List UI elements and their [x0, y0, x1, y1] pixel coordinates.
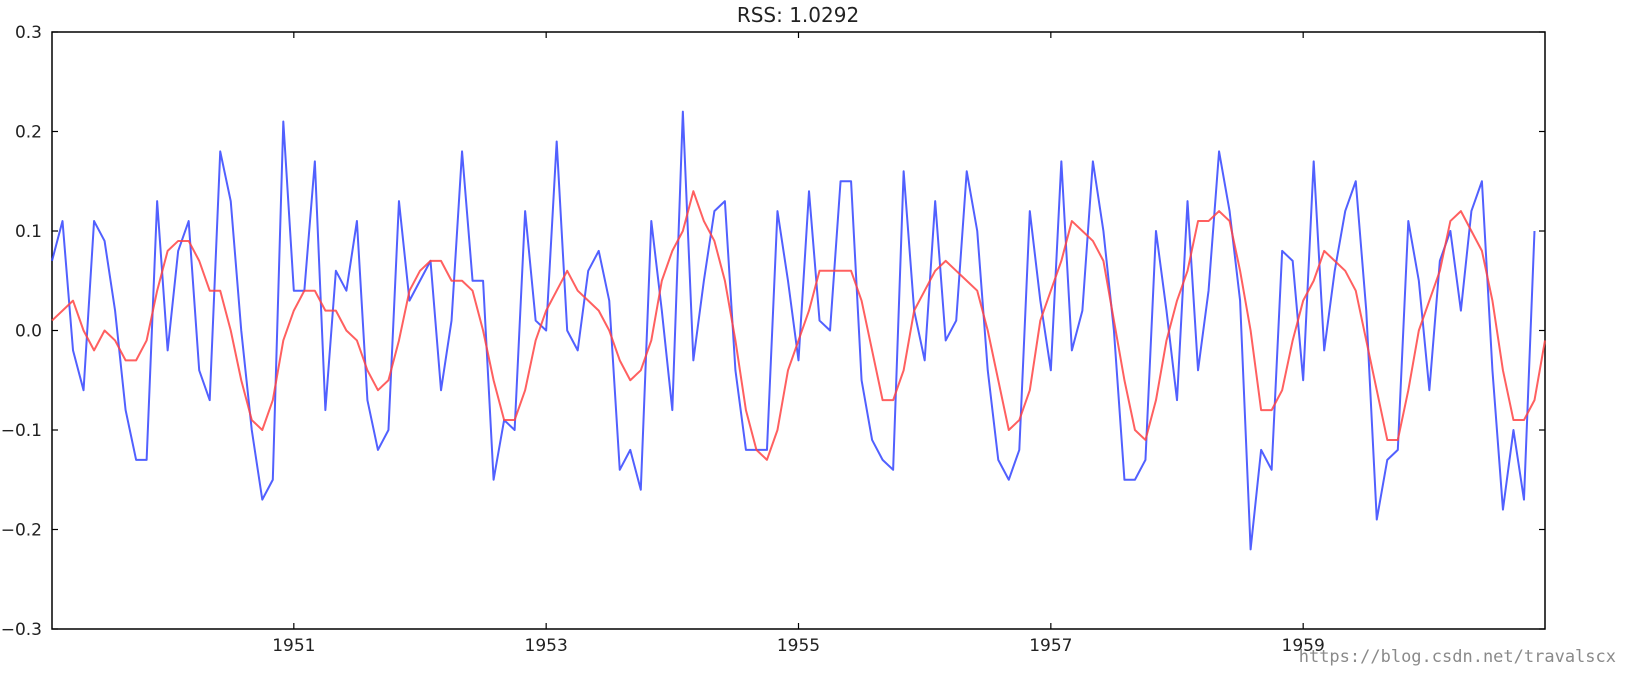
- plot-area: [51, 31, 1546, 630]
- x-tick-label: 1955: [777, 636, 820, 656]
- y-tick-label: 0.3: [15, 23, 42, 43]
- y-tick-label: −0.3: [1, 620, 42, 640]
- axes-layer: 0.3 0.2 0.1 0.0 −0.1 −0.2 −0.3 1951 1953 1955 1957…: [1, 23, 1545, 656]
- chart-title: RSS: 1.0292: [737, 3, 859, 27]
- y-tick-label: −0.1: [1, 421, 42, 441]
- y-tick-label: −0.2: [1, 521, 42, 541]
- x-tick-label: 1957: [1029, 636, 1072, 656]
- x-tick-label: 1959: [1282, 636, 1325, 656]
- plot-frame: [51, 31, 1546, 630]
- y-tick-label: 0.1: [15, 222, 42, 242]
- x-tick-label: 1953: [525, 636, 568, 656]
- series-layer: [51, 110, 1546, 551]
- watermark: https://blog.csdn.net/travalscx: [1299, 647, 1616, 667]
- y-tick-label: 0.2: [15, 123, 42, 143]
- x-tick-label: 1951: [272, 636, 315, 656]
- y-tick-label: 0.0: [15, 322, 42, 342]
- series-line-2: [51, 190, 1546, 461]
- series-line-1: [51, 110, 1536, 551]
